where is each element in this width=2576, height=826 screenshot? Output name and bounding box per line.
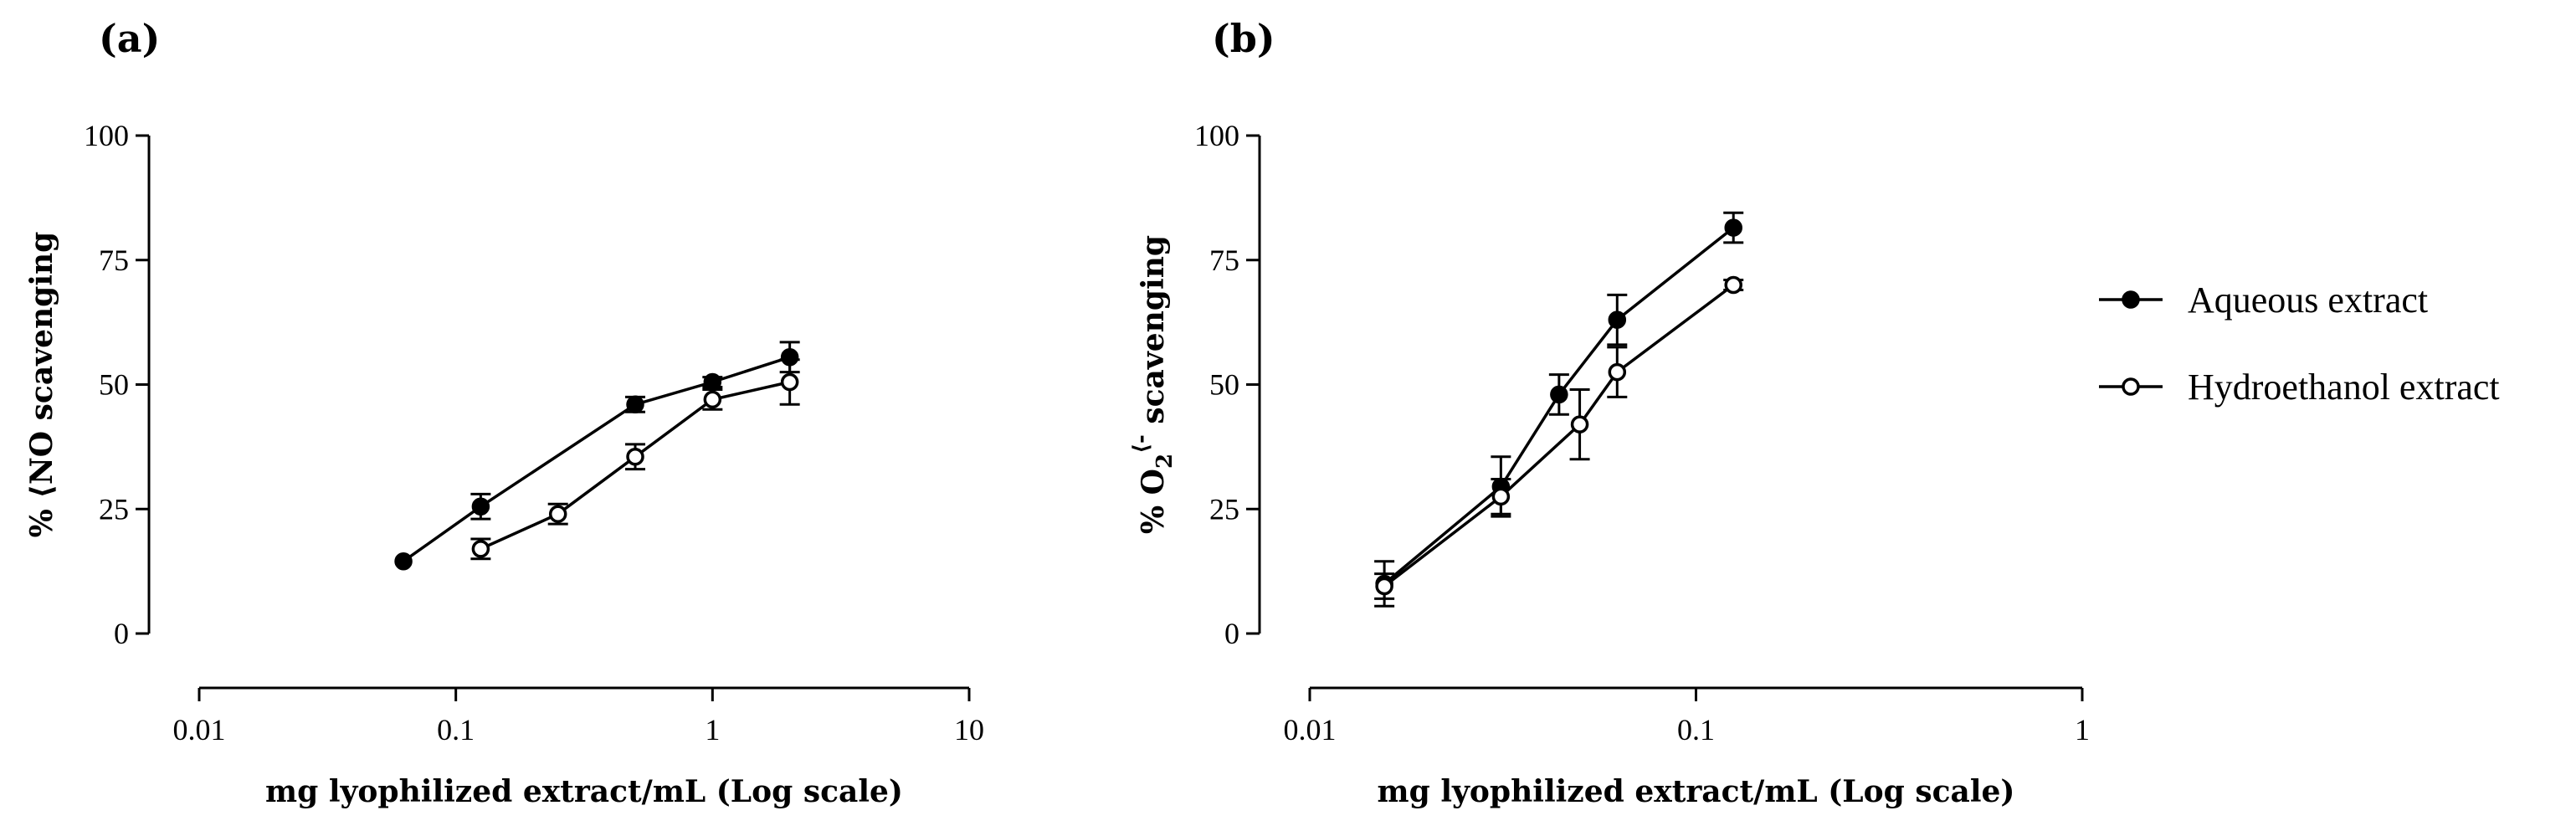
panel-b-y-axis-title: % O2⟨- scavenging (1129, 235, 1178, 534)
panel-a: (a) 0 25 50 75 100 0.01 0.1 1 10 % ⟨NO scavengi… (24, 16, 984, 809)
panel-a-aqueous-point (394, 552, 413, 571)
panel-b-aqueous-point (1550, 385, 1568, 404)
legend-aqueous-label: Aqueous extract (2188, 280, 2428, 321)
panel-a-y-tick-label: 100 (84, 119, 129, 152)
panel-b-hydroethanol-point (1608, 362, 1627, 382)
panel-b-y-tick-label: 0 (1224, 617, 1239, 650)
panel-b-x-tick-label: 1 (2075, 713, 2090, 746)
panel-b-aqueous-point (1724, 218, 1742, 237)
panel-a-y-tick-label: 25 (99, 492, 129, 526)
panel-b-y-tick-label: 25 (1209, 492, 1239, 526)
panel-b-x-axis: 0.01 0.1 1 (1284, 686, 2090, 746)
panel-b-aqueous-point (1608, 310, 1627, 329)
panel-b-x-tick-label: 0.01 (1284, 713, 1337, 746)
panel-b-ylabel-suffix: scavenging (1136, 235, 1171, 434)
legend-hydroethanol-label: Hydroethanol extract (2188, 367, 2500, 408)
panel-b-hydroethanol-point (1724, 275, 1742, 295)
panel-a-y-tick-label: 0 (114, 617, 129, 650)
panel-b-ylabel-subscript: 2 (1152, 454, 1178, 469)
panel-b-y-tick-label: 75 (1209, 244, 1239, 277)
panel-b: (b) 0 25 50 75 100 0.01 0.1 1 % O2⟨- scavengin… (1129, 16, 2090, 809)
panel-a-x-tick-label: 0.01 (173, 713, 226, 746)
legend-aqueous-marker (2122, 290, 2140, 309)
panel-b-label: (b) (1212, 16, 1275, 61)
panel-a-aqueous-line (403, 356, 791, 563)
panel-b-hydroethanol-point (1375, 577, 1393, 596)
panel-a-y-axis: 0 25 50 75 100 (84, 119, 151, 650)
panel-a-x-tick-label: 1 (705, 713, 720, 746)
panel-b-y-tick-label: 100 (1194, 119, 1239, 152)
panel-a-y-tick-label: 50 (99, 368, 129, 402)
panel-b-ylabel-superscript: ⟨- (1129, 434, 1154, 454)
panel-a-label: (a) (99, 16, 160, 61)
panel-b-hydroethanol-point (1570, 415, 1589, 434)
panel-b-x-axis-title: mg lyophilized extract/mL (Log scale) (1378, 774, 2015, 809)
panel-a-y-tick-label: 75 (99, 244, 129, 277)
panel-a-hydroethanol-point (703, 390, 722, 409)
panel-a-hydroethanol-point (548, 505, 567, 523)
panel-a-x-axis-title: mg lyophilized extract/mL (Log scale) (265, 774, 903, 809)
panel-a-series (394, 341, 800, 571)
legend-hydroethanol-marker (2122, 377, 2140, 396)
panel-a-x-tick-label: 10 (954, 713, 984, 746)
panel-b-y-axis: 0 25 50 75 100 (1194, 119, 1261, 650)
panel-b-ylabel-prefix: % O (1136, 469, 1171, 534)
panel-a-aqueous-point (703, 372, 722, 392)
panel-a-hydroethanol-point (780, 372, 799, 392)
panel-a-x-tick-label: 0.1 (437, 713, 475, 746)
panel-b-y-tick-label: 50 (1209, 368, 1239, 402)
panel-b-hydroethanol-point (1491, 487, 1511, 506)
panel-a-x-axis: 0.01 0.1 1 10 (173, 686, 984, 746)
panel-a-aqueous-point (471, 497, 490, 516)
panel-b-series (1374, 211, 1744, 608)
panel-a-y-axis-title: % ⟨NO scavenging (24, 232, 59, 538)
panel-b-x-tick-label: 0.1 (1677, 713, 1715, 746)
panel-a-hydroethanol-point (626, 448, 644, 466)
panel-a-hydroethanol-point (471, 540, 490, 558)
panel-a-aqueous-point (626, 395, 644, 414)
legend: Aqueous extract Hydroethanol extract (2099, 280, 2500, 408)
